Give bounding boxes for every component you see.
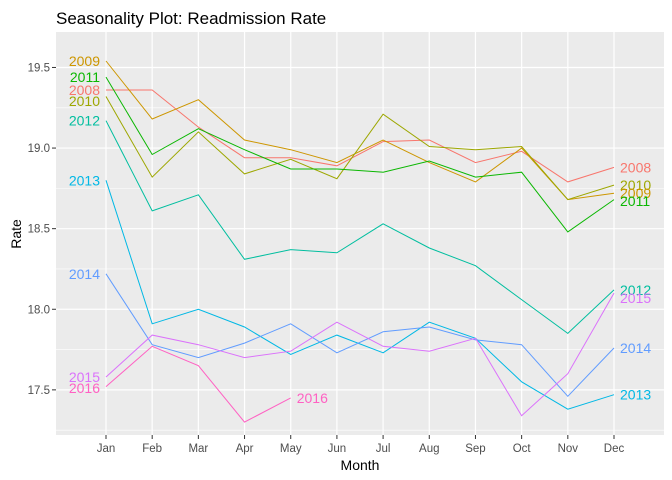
series-label-end-2016: 2016 — [297, 390, 328, 406]
series-label-end-2009: 2009 — [620, 185, 651, 201]
chart-title: Seasonality Plot: Readmission Rate — [56, 9, 326, 28]
series-label-end-2014: 2014 — [620, 340, 651, 356]
x-tick-label: Mar — [188, 443, 208, 455]
y-tick-label: 18.5 — [28, 224, 50, 236]
series-label-start-2013: 2013 — [69, 172, 100, 188]
series-label-start-2011: 2011 — [70, 69, 100, 85]
x-tick-label: Dec — [604, 443, 625, 455]
x-tick-label: May — [280, 443, 302, 455]
series-line-2011 — [105, 76, 615, 233]
axis-layer: 17.5 18.0 18.5 19.0 19.5 Jan Feb Mar Apr May Jun Ju… — [28, 62, 625, 455]
series-label-start-2016: 2016 — [69, 380, 100, 396]
series-line-2015 — [105, 292, 615, 417]
series-label-end-2008: 2008 — [620, 159, 651, 175]
series-label-start-2008: 2008 — [69, 82, 100, 98]
series-line-2010 — [105, 96, 615, 201]
x-tick-label: Jan — [97, 443, 116, 455]
grid-layer — [56, 32, 664, 435]
x-axis-title: Month — [341, 457, 380, 473]
series-line-2016 — [105, 345, 291, 423]
series-label-end-2010: 2010 — [620, 177, 651, 193]
series-line-2009 — [105, 60, 615, 201]
series-label-end-2011: 2011 — [620, 193, 650, 209]
series-line-2013 — [105, 180, 615, 410]
x-tick-label: Oct — [513, 443, 532, 455]
x-tick-label: Jul — [376, 443, 391, 455]
plot-panel — [56, 32, 664, 435]
series-line-2014 — [105, 273, 615, 398]
series-label-start-2014: 2014 — [69, 266, 100, 282]
y-tick-label: 19.5 — [28, 62, 50, 74]
series-label-end-2012: 2012 — [620, 282, 651, 298]
y-tick-label: 17.5 — [28, 385, 50, 397]
series-label-start-2015: 2015 — [69, 369, 100, 385]
label-layer: 2009201120082010201220132014201520162008… — [69, 53, 652, 406]
series-label-start-2012: 2012 — [69, 113, 100, 129]
series-line-2012 — [105, 120, 615, 335]
series-label-end-2013: 2013 — [620, 387, 651, 403]
series-label-end-2015: 2015 — [620, 290, 651, 306]
x-tick-label: Nov — [558, 443, 579, 455]
series-label-start-2009: 2009 — [69, 53, 100, 69]
series-layer — [105, 60, 615, 423]
y-tick-label: 19.0 — [28, 143, 50, 155]
y-tick-label: 18.0 — [28, 304, 50, 316]
x-tick-label: Sep — [465, 443, 485, 455]
x-tick-label: Aug — [419, 443, 439, 455]
y-axis-title: Rate — [8, 219, 24, 249]
x-tick-label: Apr — [236, 443, 254, 455]
series-label-start-2010: 2010 — [69, 93, 100, 109]
x-tick-label: Jun — [328, 443, 347, 455]
x-tick-label: Feb — [142, 443, 162, 455]
